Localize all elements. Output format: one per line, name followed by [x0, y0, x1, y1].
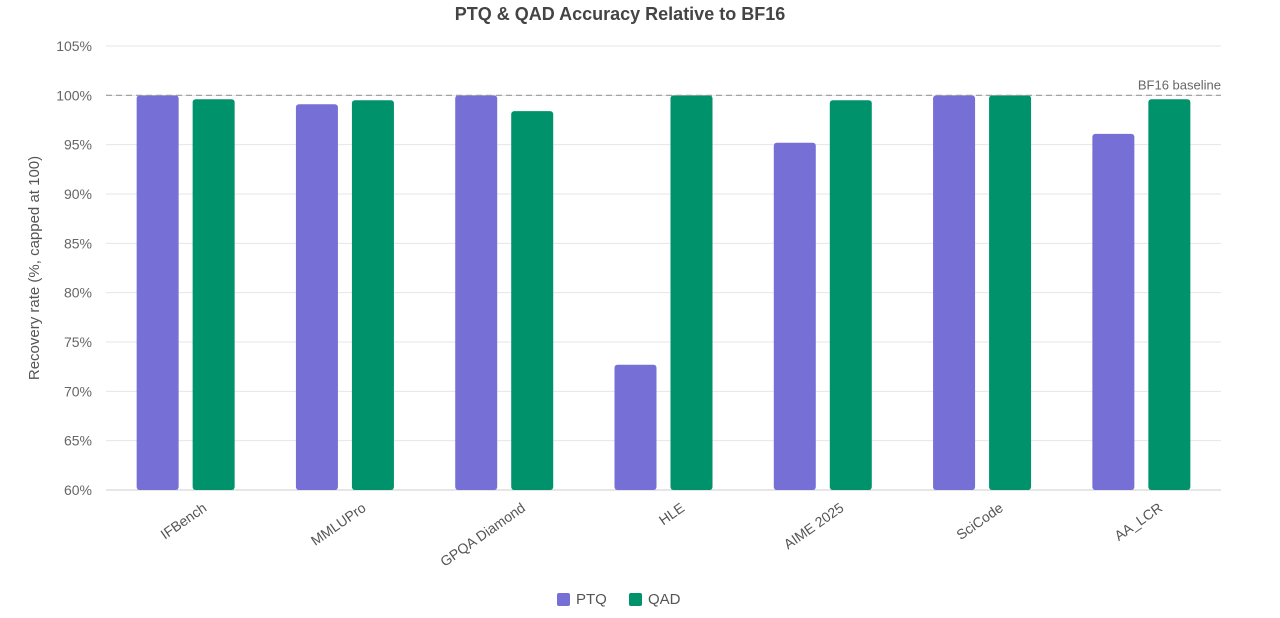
y-tick-label: 85% — [64, 235, 92, 251]
x-tick-label: AA_LCR — [1111, 499, 1165, 543]
bar-qad-gpqa-diamond — [511, 111, 554, 491]
x-tick-label: GPQA Diamond — [437, 499, 528, 569]
y-tick-label: 90% — [64, 186, 92, 202]
y-tick-label: 75% — [64, 334, 92, 350]
bars — [136, 95, 1191, 491]
y-tick-label: 65% — [64, 433, 92, 449]
bar-ptq-aime-2025 — [773, 142, 816, 490]
baseline-label: BF16 baseline — [1138, 77, 1221, 92]
y-tick-label: 105% — [56, 38, 92, 54]
bar-ptq-gpqa-diamond — [455, 95, 498, 490]
bar-ptq-mmlupro — [295, 104, 338, 491]
legend-swatch-qad — [629, 593, 642, 606]
x-tick-label: HLE — [656, 499, 687, 528]
chart-title: PTQ & QAD Accuracy Relative to BF16 — [455, 4, 785, 24]
bar-ptq-aa-lcr — [1092, 133, 1135, 490]
y-tick-label: 95% — [64, 137, 92, 153]
x-tick-label: SciCode — [953, 499, 1006, 543]
y-axis: 60% 65% 70% 75% 80% 85% 90% 95% 100% 105% — [56, 38, 1221, 498]
x-tick-label: AIME 2025 — [781, 499, 847, 552]
bar-qad-aa-lcr — [1148, 99, 1191, 490]
y-tick-label: 60% — [64, 482, 92, 498]
bar-ptq-hle — [614, 364, 657, 490]
y-tick-label: 100% — [56, 87, 92, 103]
x-tick-label: MMLUPro — [308, 499, 369, 548]
bar-qad-scicode — [989, 95, 1032, 490]
bar-ptq-scicode — [933, 95, 976, 490]
baseline: BF16 baseline — [106, 77, 1221, 96]
grid-lines — [106, 45, 1221, 491]
legend-swatch-ptq — [557, 593, 570, 606]
bar-qad-aime-2025 — [829, 100, 872, 491]
legend-label-ptq: PTQ — [576, 591, 607, 608]
x-tick-label: IFBench — [157, 499, 209, 542]
bar-ptq-ifbench — [136, 95, 179, 490]
y-axis-label: Recovery rate (%, capped at 100) — [26, 156, 43, 380]
legend: PTQ QAD — [557, 591, 681, 608]
legend-label-qad: QAD — [648, 591, 681, 608]
y-tick-label: 80% — [64, 285, 92, 301]
x-axis: IFBench MMLUPro GPQA Diamond HLE AIME 2025 Sc… — [157, 499, 1165, 569]
bar-qad-ifbench — [192, 99, 235, 490]
y-tick-label: 70% — [64, 383, 92, 399]
bar-qad-mmlupro — [351, 100, 394, 491]
bar-qad-hle — [670, 95, 713, 490]
